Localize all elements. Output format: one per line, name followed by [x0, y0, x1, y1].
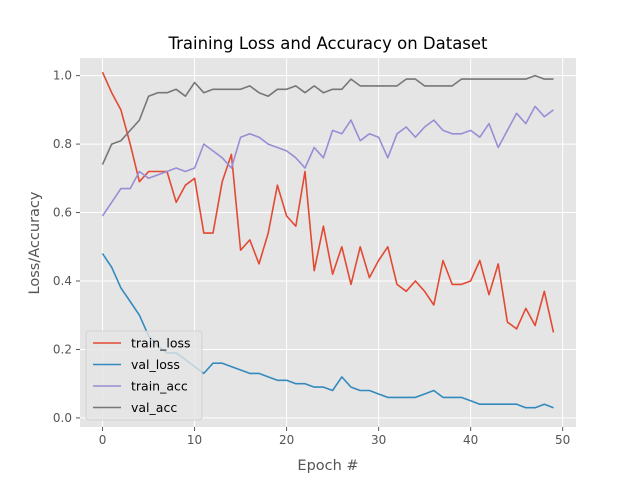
series-line-train-loss	[101, 71, 555, 333]
y-tick-label: 0.0	[53, 411, 72, 425]
x-tick-label: 40	[463, 433, 478, 447]
x-tick-label: 20	[279, 433, 294, 447]
y-tick-label: 1.0	[53, 69, 72, 83]
series-line-train-acc	[101, 105, 554, 217]
y-tick-label: 0.4	[53, 274, 72, 288]
y-axis-ticks: 0.0 0.2 0.4 0.6 0.8 1.0	[53, 69, 80, 425]
x-axis-label: Epoch #	[297, 458, 358, 474]
chart-title: Training Loss and Accuracy on Dataset	[167, 34, 488, 53]
x-tick-label: 0	[99, 433, 107, 447]
y-axis-label: Loss/Accuracy	[27, 191, 43, 294]
y-tick-label: 0.8	[53, 137, 72, 151]
series-line-val-acc	[101, 74, 554, 165]
legend: train_loss val_loss train_acc val_acc	[85, 330, 203, 421]
legend-box	[85, 330, 203, 421]
legend-label: val_acc	[131, 400, 177, 415]
legend-label: train_loss	[131, 336, 191, 351]
x-tick-label: 30	[371, 433, 386, 447]
x-tick-label: 50	[555, 433, 570, 447]
y-tick-label: 0.6	[53, 206, 72, 220]
x-axis-ticks: 0 10 20 30 40 50	[99, 427, 570, 447]
y-tick-label: 0.2	[53, 342, 72, 356]
legend-label: train_acc	[131, 379, 188, 394]
legend-label: val_loss	[131, 357, 180, 372]
x-tick-label: 10	[187, 433, 202, 447]
